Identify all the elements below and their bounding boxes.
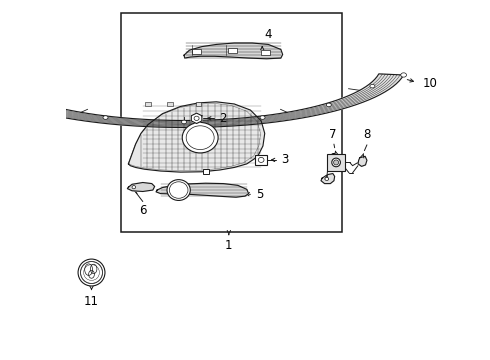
- Ellipse shape: [370, 84, 375, 88]
- Text: 11: 11: [84, 295, 99, 308]
- Text: 6: 6: [139, 204, 147, 217]
- Ellipse shape: [182, 122, 218, 153]
- Ellipse shape: [325, 177, 329, 180]
- Bar: [192, 49, 201, 54]
- Bar: [255, 155, 267, 165]
- Ellipse shape: [78, 259, 105, 286]
- Polygon shape: [127, 183, 155, 192]
- Ellipse shape: [260, 116, 265, 119]
- Bar: [203, 168, 209, 174]
- Text: 5: 5: [256, 188, 263, 201]
- Ellipse shape: [132, 185, 136, 189]
- Bar: [262, 50, 270, 55]
- Text: 4: 4: [265, 28, 272, 41]
- Text: 8: 8: [363, 127, 370, 140]
- Text: 3: 3: [282, 153, 289, 166]
- Text: 2: 2: [219, 112, 227, 125]
- Ellipse shape: [103, 116, 108, 119]
- Ellipse shape: [258, 157, 264, 162]
- Text: 1: 1: [225, 239, 233, 252]
- Ellipse shape: [167, 180, 190, 201]
- Ellipse shape: [401, 73, 407, 77]
- Ellipse shape: [326, 103, 331, 107]
- Ellipse shape: [181, 120, 187, 124]
- Polygon shape: [128, 102, 265, 172]
- Text: 9: 9: [329, 152, 337, 165]
- Polygon shape: [358, 156, 367, 166]
- FancyBboxPatch shape: [196, 102, 201, 107]
- Ellipse shape: [186, 126, 214, 149]
- Ellipse shape: [332, 158, 341, 167]
- Ellipse shape: [37, 103, 42, 107]
- Polygon shape: [184, 43, 283, 59]
- Polygon shape: [191, 113, 202, 123]
- Ellipse shape: [170, 182, 188, 198]
- Polygon shape: [0, 74, 404, 127]
- Ellipse shape: [80, 261, 102, 284]
- Ellipse shape: [334, 160, 339, 165]
- Ellipse shape: [194, 116, 199, 121]
- Polygon shape: [321, 174, 335, 184]
- Polygon shape: [156, 183, 248, 197]
- FancyBboxPatch shape: [327, 154, 345, 171]
- Bar: [122, 13, 342, 232]
- Text: 7: 7: [329, 127, 337, 140]
- FancyBboxPatch shape: [167, 102, 172, 107]
- FancyBboxPatch shape: [146, 102, 151, 107]
- Bar: [228, 48, 237, 53]
- Text: 10: 10: [422, 77, 438, 90]
